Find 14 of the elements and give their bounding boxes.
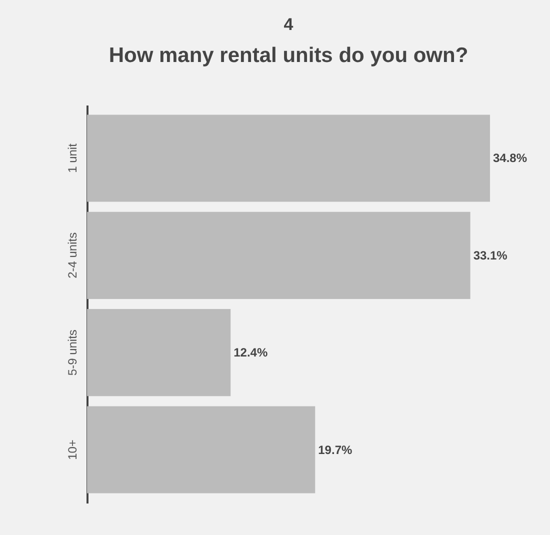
y-tick-label: 2-4 units [66,232,80,278]
y-tick-label: 5-9 units [66,330,80,376]
bar [87,406,316,494]
data-label: 19.7% [318,442,352,457]
bar [87,114,490,202]
y-tick-label: 10+ [66,440,80,460]
chart-subtitle: How many rental units do you own? [108,44,468,67]
y-tick-label: 1 unit [66,142,80,173]
bar [87,212,470,299]
data-label: 12.4% [234,346,268,360]
bar [87,309,231,396]
data-label: 33.1% [473,248,508,262]
data-label: 34.8% [493,151,528,166]
chart-title: 4 [284,15,294,34]
